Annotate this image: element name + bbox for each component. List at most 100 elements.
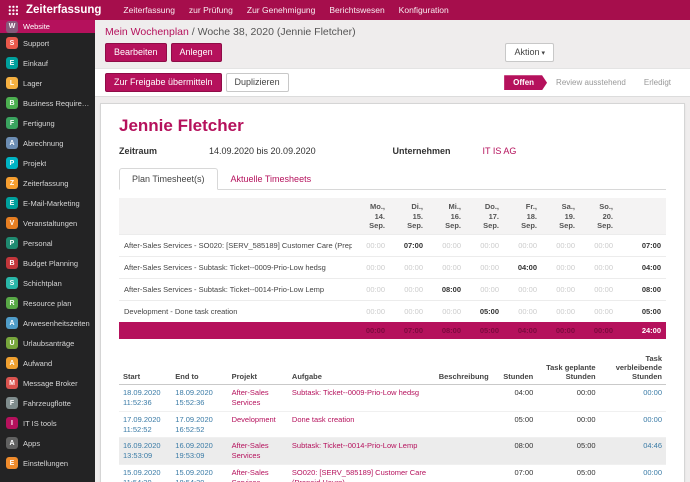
sidebar-item-einkauf[interactable]: E Einkauf [0, 53, 95, 73]
status-step-review-ausstehend[interactable]: Review ausstehend [556, 78, 626, 88]
table-row[interactable]: 17.09.2020 11:52:52 17.09.2020 16:52:52 De… [119, 410, 666, 438]
sidebar-item-einstellungen[interactable]: E Einstellungen [0, 453, 95, 473]
table-row[interactable]: 16.09.2020 13:53:09 16.09.2020 19:53:09 Af… [119, 437, 666, 465]
status-step-erledigt[interactable]: Erledigt [643, 78, 671, 88]
list-cell-start[interactable]: 16.09.2020 13:53:09 [119, 437, 172, 465]
list-cell-task[interactable]: SO020: [SERV_585189] Customer Care (Prep… [287, 463, 435, 482]
sidebar-item-it-is-tools[interactable]: I IT IS tools [0, 413, 95, 433]
duplicate-button[interactable]: Duplizieren [225, 73, 289, 93]
control-panel-buttons: Bearbeiten Anlegen Aktion ▾ [95, 41, 690, 68]
list-cell-end[interactable]: 18.09.2020 15:52:36 [171, 384, 228, 412]
sidebar-item-apps[interactable]: A Apps [0, 433, 95, 453]
tab-plan-timesheet-s[interactable]: Plan Timesheet(s) [119, 168, 218, 191]
grid-row-total: 05:00 [618, 300, 666, 323]
sidebar-item-label: Schichtplan [23, 278, 62, 288]
list-header-task-geplante-stunden[interactable]: Task geplante Stunden [537, 351, 600, 386]
sidebar-item-urlaubsantr-ge[interactable]: U Urlaubsanträge [0, 333, 95, 353]
personal-app-icon: P [6, 237, 18, 249]
table-row[interactable]: 15.09.2020 11:54:3915.09.2020 18:54:39Af… [119, 463, 666, 482]
einstellungen-app-icon: E [6, 457, 18, 469]
list-cell-start[interactable]: 17.09.2020 11:52:52 [119, 410, 172, 438]
grid-row-label: After-Sales Services - SO020: [SERV_5851… [119, 234, 352, 257]
it-is-tools-app-icon: I [6, 417, 18, 429]
status-step-offen[interactable]: Offen [504, 75, 547, 90]
list-cell-end[interactable]: 16.09.2020 19:53:09 [171, 437, 228, 465]
list-header-start[interactable]: Start [119, 351, 172, 386]
einkauf-app-icon: E [6, 57, 18, 69]
list-header-aufgabe[interactable]: Aufgabe [287, 351, 435, 386]
sidebar-item-support[interactable]: S Support [0, 33, 95, 53]
message-broker-app-icon: M [6, 377, 18, 389]
sidebar-item-resource-plan[interactable]: R Resource plan [0, 293, 95, 313]
sidebar-item-label: Website [23, 22, 50, 31]
sidebar-item-business-requireme[interactable]: B Business Requireme... [0, 93, 95, 113]
list-header-task-verbleibende-stunden[interactable]: Task verbleibende Stunden [599, 351, 666, 386]
urlaubsantr-ge-app-icon: U [6, 337, 18, 349]
grid-footer-cell: 00:00 [542, 322, 580, 340]
sidebar-item-budget-planning[interactable]: B Budget Planning [0, 253, 95, 273]
sidebar-item-abrechnung[interactable]: A Abrechnung [0, 133, 95, 153]
top-menu-item-zur-pr-fung[interactable]: zur Prüfung [188, 5, 233, 15]
list-header-beschreibung[interactable]: Beschreibung [434, 351, 494, 386]
sidebar-item-website[interactable]: W Website [0, 20, 95, 33]
grid-cell: 00:00 [542, 300, 580, 323]
list-cell-end[interactable]: 17.09.2020 16:52:52 [171, 410, 228, 438]
grid-row: After-Sales Services - SO020: [SERV_5851… [119, 234, 666, 257]
list-cell-task[interactable]: Subtask: Ticket--0009-Prio-Low hedsg [287, 384, 435, 412]
sidebar-item-message-broker[interactable]: M Message Broker [0, 373, 95, 393]
sidebar-item-label: E-Mail-Marketing [23, 198, 80, 208]
sidebar-item-schichtplan[interactable]: S Schichtplan [0, 273, 95, 293]
list-header-end-to[interactable]: End to [171, 351, 228, 386]
breadcrumb-parent[interactable]: Mein Wochenplan [105, 26, 189, 38]
sidebar-item-e-mail-marketing[interactable]: E E-Mail-Marketing [0, 193, 95, 213]
list-header-projekt[interactable]: Projekt [227, 351, 288, 386]
sidebar-item-label: Einstellungen [23, 458, 69, 468]
grid-cell: 07:00 [390, 234, 428, 257]
sidebar: W Website S Support E Einkauf L Lager B Business … [0, 20, 95, 482]
top-menu-item-zeiterfassung[interactable]: Zeiterfassung [123, 5, 175, 15]
create-button[interactable]: Anlegen [170, 43, 222, 63]
sidebar-item-fahrzeugflotte[interactable]: F Fahrzeugflotte [0, 393, 95, 413]
abrechnung-app-icon: A [6, 137, 18, 149]
top-menu-item-berichtswesen[interactable]: Berichtswesen [329, 5, 385, 15]
action-menu-button[interactable]: Aktion ▾ [505, 43, 554, 63]
grid-cell: 00:00 [352, 278, 390, 301]
list-cell-project[interactable]: After-Sales Services [227, 463, 288, 482]
apps-grid-icon[interactable] [8, 5, 18, 15]
list-cell-project[interactable]: Development [227, 410, 288, 438]
sidebar-item-personal[interactable]: P Personal [0, 233, 95, 253]
grid-day-header: Sa., 19. Sep. [542, 198, 580, 235]
sidebar-item-label: IT IS tools [23, 418, 57, 428]
top-menu-item-konfiguration[interactable]: Konfiguration [398, 5, 449, 15]
table-row[interactable]: 18.09.2020 11:52:36 18.09.2020 15:52:36 Af… [119, 384, 666, 412]
grid-footer-label [119, 322, 352, 340]
sidebar-item-projekt[interactable]: P Projekt [0, 153, 95, 173]
action-menu-label: Aktion [514, 47, 540, 57]
field-value[interactable]: IT IS AG [482, 146, 517, 157]
list-cell-task[interactable]: Subtask: Ticket--0014-Prio-Low Lemp [287, 437, 435, 465]
edit-button[interactable]: Bearbeiten [105, 43, 167, 63]
tab-aktuelle-timesheets[interactable]: Aktuelle Timesheets [230, 174, 312, 185]
list-cell-task[interactable]: Done task creation [287, 410, 435, 438]
list-cell-description [434, 463, 494, 482]
sidebar-item-zeiterfassung[interactable]: Z Zeiterfassung [0, 173, 95, 193]
list-cell-project[interactable]: After-Sales Services [227, 437, 288, 465]
sidebar-item-fertigung[interactable]: F Fertigung [0, 113, 95, 133]
list-header-stunden[interactable]: Stunden [493, 351, 538, 386]
field-zeitraum: Zeitraum 14.09.2020 bis 20.09.2020 [119, 146, 393, 156]
list-cell-start[interactable]: 18.09.2020 11:52:36 [119, 384, 172, 412]
sidebar-item-aufwand[interactable]: A Aufwand [0, 353, 95, 373]
sidebar-item-lager[interactable]: L Lager [0, 73, 95, 93]
list-cell-project[interactable]: After-Sales Services [227, 384, 288, 412]
sidebar-item-anwesenheitszeiten[interactable]: A Anwesenheitszeiten [0, 313, 95, 333]
list-cell-end[interactable]: 15.09.2020 18:54:39 [171, 463, 228, 482]
apps-app-icon: A [6, 437, 18, 449]
top-menu-item-zur-genehmigung[interactable]: Zur Genehmigung [246, 5, 316, 15]
sidebar-item-veranstaltungen[interactable]: V Veranstaltungen [0, 213, 95, 233]
list-cell-start[interactable]: 15.09.2020 11:54:39 [119, 463, 172, 482]
sidebar-item-label: Projekt [23, 158, 47, 168]
sidebar-item-label: Budget Planning [23, 258, 79, 268]
grid-cell: 00:00 [428, 234, 466, 257]
breadcrumb: Mein Wochenplan / Woche 38, 2020 (Jennie… [95, 20, 690, 41]
submit-for-approval-button[interactable]: Zur Freigabe übermitteln [105, 73, 222, 93]
